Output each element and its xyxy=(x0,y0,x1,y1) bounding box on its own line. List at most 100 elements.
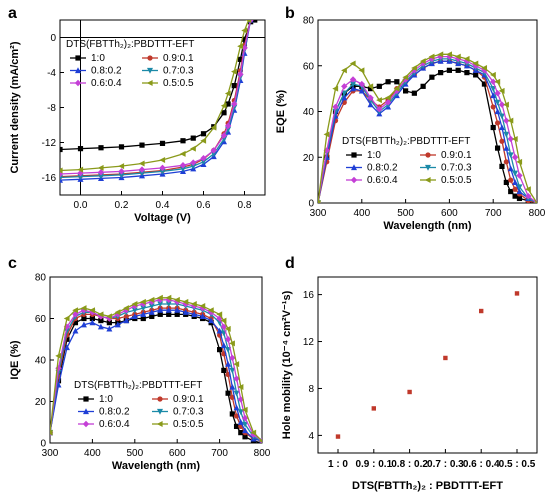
panel-b-series-2-point xyxy=(507,165,514,172)
panel-a-legend-marker-1 xyxy=(147,55,153,61)
panel-a-series-3-point xyxy=(98,173,104,179)
panel-b-series-5-point xyxy=(411,65,417,72)
panel-b-xtick-label: 700 xyxy=(485,208,502,219)
panel-c-series-5-point xyxy=(233,361,240,368)
panel-b-series-5-point xyxy=(358,67,365,74)
panel-b-legend-label-0: 1:0 xyxy=(367,150,381,161)
panel-b-series-0-point xyxy=(508,188,514,195)
panel-c-series-2-point xyxy=(63,344,70,351)
panel-a-series-5-point xyxy=(241,27,248,34)
panel-b-series-2-point xyxy=(490,92,497,99)
panel-b-series-5-point xyxy=(402,74,409,81)
panel-d-xtick-label: 0.7 : 0.3 xyxy=(427,459,464,470)
panel-b-series-0-point xyxy=(429,74,435,80)
panel-a-series-0-point xyxy=(98,145,104,151)
panel-c-series-5-point xyxy=(148,296,155,303)
panel-a-series-4-point xyxy=(220,132,228,139)
panel-a-ytick-label: 0 xyxy=(50,33,56,44)
panel-a-series-3-point xyxy=(190,163,197,170)
panel-b-series-1-point xyxy=(508,177,514,183)
panel-b-series-3-point xyxy=(516,184,523,191)
panel-c-series-2-point xyxy=(97,323,104,330)
panel-b-series-0-point xyxy=(455,67,461,73)
panel-a-series-2-point xyxy=(60,176,63,183)
panel-a-series-3-point xyxy=(200,159,207,165)
panel-b-series-4-point xyxy=(511,154,519,161)
panel-c-series-3-point xyxy=(157,301,164,308)
panel-c-series-5-point xyxy=(224,325,231,332)
panel-b-series-5-point xyxy=(349,60,356,67)
panel-c-series-5-point xyxy=(106,313,112,320)
panel-c-ytick-label: 0 xyxy=(40,439,46,450)
panel-c-series-5-point xyxy=(241,406,248,413)
panel-b-series-3-point xyxy=(350,81,357,88)
panel-b-series-0-point xyxy=(464,70,470,76)
panel-d-ytick-label: 12 xyxy=(303,337,315,348)
panel-c-series-4-point xyxy=(72,311,79,318)
panel-c-legend-label-0: 1:0 xyxy=(99,394,113,405)
panel-c-series-5-point xyxy=(97,311,104,318)
panel-c-series-5-point xyxy=(199,303,206,310)
panel-c-series-0-point xyxy=(221,367,227,373)
panel-b-series-3-point xyxy=(503,131,510,138)
panel-a-legend-marker-2 xyxy=(75,67,81,74)
panel-c-legend-marker-2 xyxy=(83,408,89,415)
panel-d-xtick-label: 0.6 : 0.4 xyxy=(463,459,500,470)
panel-a-legend-label-4: 0.6:0.4 xyxy=(91,78,122,89)
panel-b-series-5-point xyxy=(525,186,531,193)
panel-b-series-0-point xyxy=(516,195,523,202)
panel-c-series-5-point xyxy=(258,439,262,443)
panel-b-series-1-point xyxy=(490,104,496,110)
panel-b-series-5-point xyxy=(507,117,514,124)
panel-label-d: d xyxy=(285,255,295,272)
panel-b-legend-marker-0 xyxy=(351,152,357,158)
panel-c-series-5-point xyxy=(250,429,257,436)
panel-c-series-3-point xyxy=(237,409,244,416)
panel-b-series-5-point xyxy=(376,97,382,104)
panel-a-series-0-point xyxy=(60,146,63,153)
panel-a-series-4-point xyxy=(159,164,166,172)
panel-a-xtick-label: 0.2 xyxy=(115,200,129,211)
panel-c-xtick-label: 700 xyxy=(211,448,228,459)
panel-b-series-2-point xyxy=(341,94,348,101)
panel-c-series-1-point xyxy=(123,313,129,320)
panel-b-series-3-point xyxy=(507,152,514,159)
panel-a-series-4-point xyxy=(190,159,197,166)
panel-b-series-5-point xyxy=(437,51,444,58)
panel-b-series-0-point xyxy=(411,90,417,96)
panel-b-series-1-point xyxy=(499,138,505,144)
panel-b-series-4-point xyxy=(349,76,357,83)
panel-b-series-0-point xyxy=(367,86,374,92)
panel-b-series-3-point xyxy=(332,108,339,115)
panel-b-ylabel: EQE (%) xyxy=(275,89,287,133)
panel-c-series-2-point xyxy=(216,327,223,334)
panel-a-series-0-point xyxy=(221,110,227,116)
panel-a-series-3-point xyxy=(159,168,166,175)
panel-a-series-0-point xyxy=(252,20,258,23)
panel-a-series-3-point xyxy=(118,172,125,179)
panel-b-series-5-point xyxy=(446,51,452,58)
panel-a-legend-marker-4 xyxy=(74,79,82,87)
panel-a-series-3-point xyxy=(77,174,84,180)
panel-b-xlabel: Wavelength (nm) xyxy=(383,220,472,232)
panel-c-series-4-point xyxy=(224,336,232,343)
panel-c-series-2-point xyxy=(157,307,164,313)
panel-c-series-2-point xyxy=(131,313,138,320)
panel-a-legend-label-3: 0.7:0.3 xyxy=(163,66,194,77)
panel-c-series-0-point xyxy=(149,313,155,320)
panel-c-plot-area xyxy=(50,294,262,443)
panel-c-series-2-point xyxy=(182,309,189,315)
panel-c-series-0-point xyxy=(229,411,235,417)
panel-a-ytick-label: -8 xyxy=(47,103,56,114)
panel-c-series-2-point xyxy=(191,311,198,317)
panel-b-series-5-point xyxy=(490,71,496,78)
panel-b-series-5-point xyxy=(428,53,435,60)
panel-b-series-2-point xyxy=(516,188,523,195)
panel-c-series-0-point xyxy=(106,320,112,326)
panel-a-series-4-point xyxy=(210,147,217,154)
panel-a-series-4-point xyxy=(138,166,146,173)
panel-b-series-5-point xyxy=(323,131,330,138)
panel-b-series-3-point xyxy=(341,90,348,97)
panel-c-series-4-point xyxy=(233,375,240,382)
